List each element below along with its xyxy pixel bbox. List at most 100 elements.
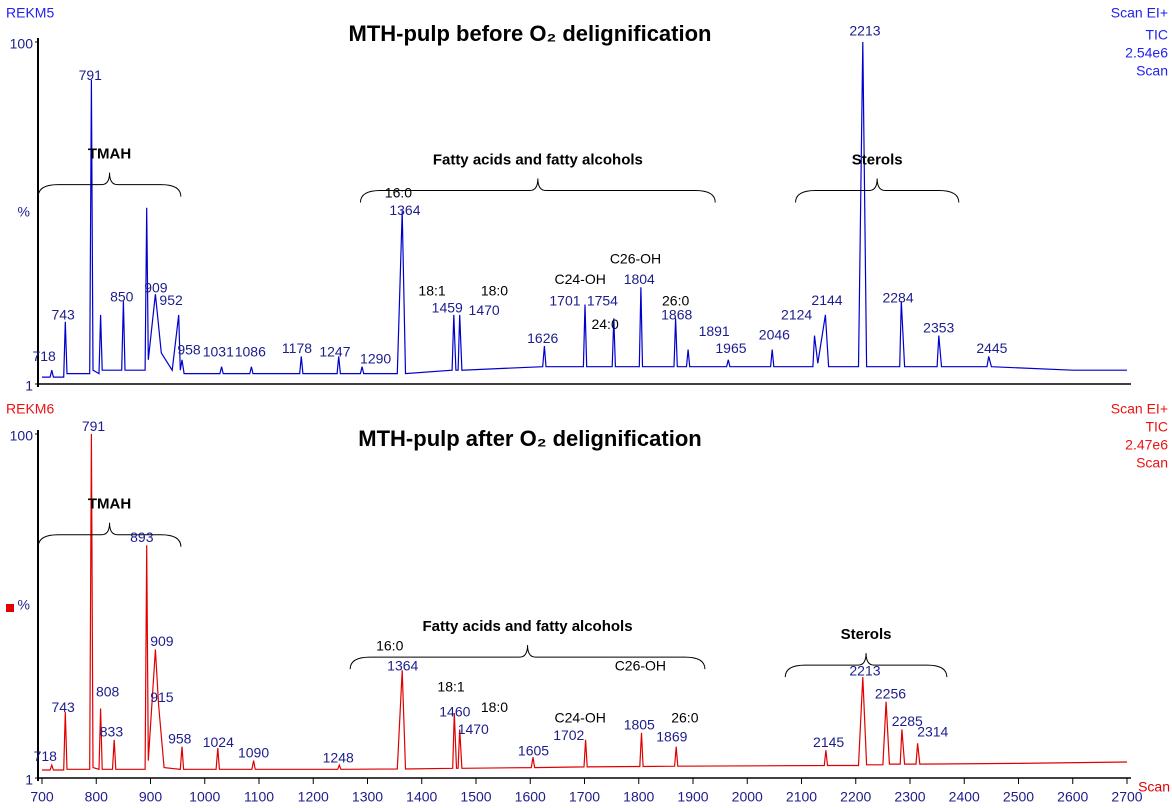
peak-label: 1459 [432, 300, 463, 316]
peak-label: 1626 [527, 330, 558, 346]
peak-label: 2046 [759, 326, 790, 342]
peak-label: 1090 [238, 744, 269, 760]
trace [42, 433, 1128, 771]
x-tick-label: 1800 [623, 789, 654, 805]
x-tick-label: 900 [139, 789, 163, 805]
peak-label: 2353 [923, 319, 954, 335]
peak-label: 2285 [892, 713, 923, 729]
peak-label: 1364 [387, 658, 418, 674]
y-tick-label: 100 [10, 36, 34, 52]
peak-label: 1024 [203, 734, 234, 750]
peak-label: 808 [96, 684, 120, 700]
compound-label: C26-OH [610, 250, 661, 266]
compound-label: 18:0 [481, 282, 508, 298]
peak-label: 952 [159, 292, 183, 308]
peak-label: 1031 [203, 344, 234, 360]
compound-label: 24:0 [591, 316, 618, 332]
peak-label: 743 [51, 699, 75, 715]
compound-label: 26:0 [662, 292, 689, 308]
peak-label: 743 [51, 307, 75, 323]
run-label: REKM6 [6, 401, 54, 417]
peak-label: 2314 [917, 724, 948, 740]
compound-label: 16:0 [376, 638, 403, 654]
peak-label: 1805 [624, 717, 655, 733]
peak-label: 2124 [781, 307, 812, 323]
run-label: REKM5 [6, 5, 54, 21]
run-info: Scan [1136, 455, 1168, 471]
peak-label: 1178 [282, 340, 312, 356]
x-tick-label: 1300 [352, 789, 383, 805]
group-label: Fatty acids and fatty alcohols [433, 152, 643, 169]
group-label: TMAH [88, 146, 131, 163]
x-tick-label: 2000 [732, 789, 763, 805]
run-info: Scan EI+ [1111, 5, 1168, 21]
x-tick-label: 2600 [1057, 789, 1088, 805]
x-tick-label: 2100 [786, 789, 817, 805]
peak-label: 2213 [849, 663, 880, 679]
run-info: TIC [1145, 419, 1168, 435]
peak-label: 2445 [976, 340, 1007, 356]
peak-label: 2284 [882, 290, 913, 306]
peak-label: 1470 [469, 302, 500, 318]
x-tick-label: 1700 [569, 789, 600, 805]
peak-label: 893 [130, 529, 154, 545]
peak-label: 791 [82, 418, 106, 434]
peak-label: 915 [150, 689, 174, 705]
group-bracket [349, 645, 706, 670]
peak-label: 718 [32, 348, 56, 364]
compound-label: C26-OH [615, 658, 666, 674]
x-tick-label: 1600 [515, 789, 546, 805]
peak-label: 1460 [439, 704, 470, 720]
y-axis-label: % [18, 204, 30, 220]
x-tick-label: 700 [30, 789, 54, 805]
peak-label: 718 [34, 748, 58, 764]
compound-label: 18:1 [437, 678, 464, 694]
peak-label: 1605 [518, 743, 549, 759]
y-tick-label: 1 [25, 772, 33, 788]
peak-label: 2256 [875, 685, 906, 701]
marker-square [6, 604, 14, 612]
x-tick-label: 800 [85, 789, 109, 805]
group-bracket [37, 172, 182, 197]
peak-label: 1869 [656, 729, 687, 745]
peak-label: 1701 [549, 292, 580, 308]
chart-title: MTH-pulp after O₂ delignification [358, 426, 701, 451]
peak-label: 1965 [715, 340, 746, 356]
y-axis-label: % [18, 597, 30, 613]
peak-label: 1891 [699, 323, 730, 339]
run-info: Scan EI+ [1111, 401, 1168, 417]
chart-title: MTH-pulp before O₂ delignification [349, 21, 712, 46]
peak-label: 1364 [389, 202, 420, 218]
compound-label: 18:0 [481, 699, 508, 715]
peak-label: 2144 [811, 292, 842, 308]
compound-label: 16:0 [385, 185, 412, 201]
peak-label: 1247 [319, 344, 350, 360]
peak-label: 2145 [813, 734, 844, 750]
group-label: Fatty acids and fatty alcohols [423, 618, 633, 635]
run-info: 2.47e6 [1125, 437, 1168, 453]
group-bracket [784, 653, 948, 678]
peak-label: 1248 [323, 750, 354, 766]
group-bracket [37, 522, 182, 547]
x-tick-label: 1900 [677, 789, 708, 805]
peak-label: 791 [79, 67, 103, 83]
peak-label: 1804 [624, 271, 655, 287]
group-label: Sterols [852, 152, 903, 169]
peak-label: 1470 [458, 721, 489, 737]
x-tick-label: 2300 [894, 789, 925, 805]
group-label: TMAH [88, 496, 131, 513]
compound-label: 18:1 [418, 282, 445, 298]
run-info: 2.54e6 [1125, 45, 1168, 61]
x-tick-label: 1500 [460, 789, 491, 805]
trace [42, 41, 1127, 378]
group-label: Sterols [841, 626, 892, 643]
compound-label: C24-OH [554, 271, 605, 287]
peak-label: 909 [150, 633, 174, 649]
peak-label: 958 [168, 730, 192, 746]
x-tick-label: 2200 [840, 789, 871, 805]
peak-label: 958 [177, 342, 201, 358]
x-tick-label: 2400 [949, 789, 980, 805]
y-tick-label: 100 [10, 428, 34, 444]
y-tick-label: 1 [25, 378, 33, 394]
